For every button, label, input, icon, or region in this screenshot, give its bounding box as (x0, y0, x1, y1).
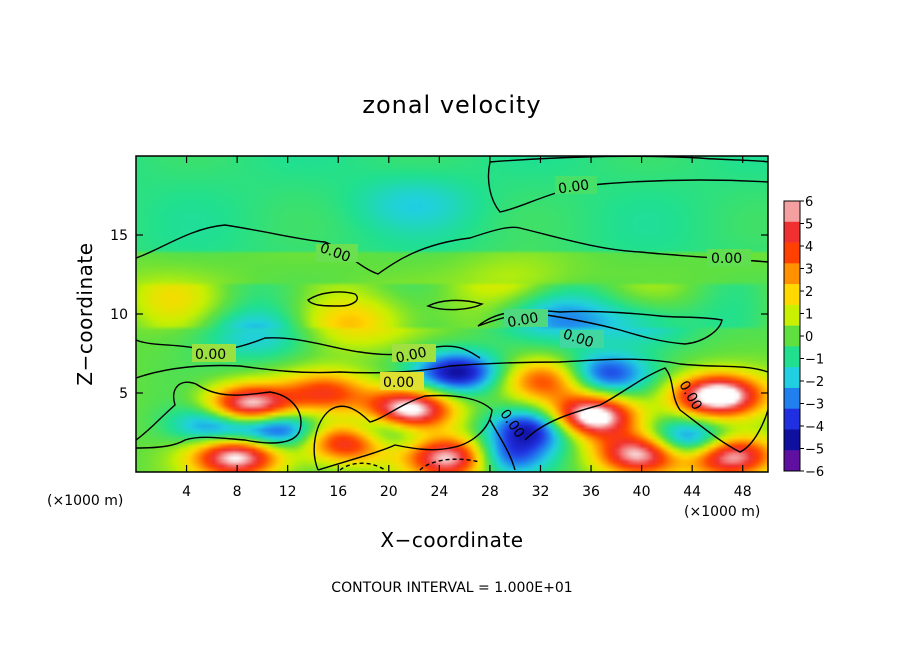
x-tick-label: 24 (430, 484, 448, 500)
colorbar-label: −3 (805, 398, 824, 413)
x-tick-label: 44 (683, 484, 701, 500)
x-tick-label: 40 (633, 484, 651, 500)
colorbar-swatch (784, 221, 800, 243)
colorbar-swatch (784, 450, 800, 472)
x-tick-label: 8 (233, 484, 242, 500)
colorbar-swatch (784, 429, 800, 451)
y-tick-label: 15 (110, 228, 128, 244)
colorbar-label: 2 (805, 285, 813, 300)
colorbar-swatch (784, 242, 800, 264)
contour-label: 0.00 (383, 375, 414, 391)
x-units-left: (×1000 m) (47, 493, 123, 509)
contour-line (307, 291, 358, 307)
colorbar-label: −1 (805, 353, 824, 368)
colorbar-swatch (784, 367, 800, 389)
x-tick-label: 48 (734, 484, 752, 500)
colorbar-swatch (784, 387, 800, 409)
contour-label: 0.00 (394, 345, 428, 367)
colorbar-swatch (784, 304, 800, 326)
y-axis: 5 10 15 (110, 228, 768, 402)
contour-label: 0.00 (195, 347, 226, 363)
colorbar-label: −2 (805, 375, 824, 390)
x-tick-label: 12 (279, 484, 297, 500)
colorbar-label: −6 (805, 465, 824, 480)
contour-label: 0.00 (557, 177, 590, 197)
colorbar-swatch (784, 346, 800, 368)
colorbar-swatch (784, 325, 800, 347)
x-tick-label: 16 (329, 484, 347, 500)
colorbar-swatch (784, 201, 800, 223)
colorbar-label: 6 (805, 195, 813, 210)
x-tick-label: 28 (481, 484, 499, 500)
plot-area: 0.00 0.00 0.00 0.00 0.00 0.00 0.00 0.00 … (136, 156, 768, 472)
contour-line (136, 381, 302, 449)
colorbar-label: 1 (805, 308, 813, 323)
colorbar-label: 3 (805, 263, 813, 278)
colorbar-label: −4 (805, 420, 824, 435)
colorbar-label: 0 (805, 330, 813, 345)
colorbar-swatch (784, 408, 800, 430)
x-tick-label: 20 (380, 484, 398, 500)
colorbar: 6 5 4 3 2 1 0 −1 −2 −3 −4 −5 −6 (783, 195, 824, 480)
x-tick-label: 32 (532, 484, 550, 500)
contour-line (339, 458, 481, 471)
x-tick-label: 4 (182, 484, 191, 500)
colorbar-label: 5 (805, 218, 813, 233)
colorbar-swatch (784, 284, 800, 306)
x-axis: 4 8 12 16 20 24 28 32 36 40 44 48 (182, 156, 752, 500)
contour-interval-note: CONTOUR INTERVAL = 1.000E+01 (331, 580, 572, 596)
chart-title: zonal velocity (362, 91, 541, 119)
y-axis-title: Z−coordinate (73, 242, 97, 385)
y-tick-label: 10 (110, 307, 128, 323)
velocity-field (136, 156, 768, 472)
contour-label: 0.00 (506, 310, 539, 331)
contour-line (426, 299, 484, 311)
x-tick-label: 36 (582, 484, 600, 500)
x-axis-title: X−coordinate (380, 528, 523, 552)
colorbar-label: −5 (805, 443, 824, 458)
colorbar-swatch (784, 263, 800, 285)
contour-line (489, 367, 768, 471)
x-units-right: (×1000 m) (684, 504, 760, 520)
contour-line (136, 358, 768, 379)
y-tick-label: 5 (119, 386, 128, 402)
contour-label: 0.00 (711, 251, 742, 267)
contour-line (136, 224, 768, 275)
contour-line (313, 394, 493, 471)
colorbar-label: 4 (805, 240, 813, 255)
